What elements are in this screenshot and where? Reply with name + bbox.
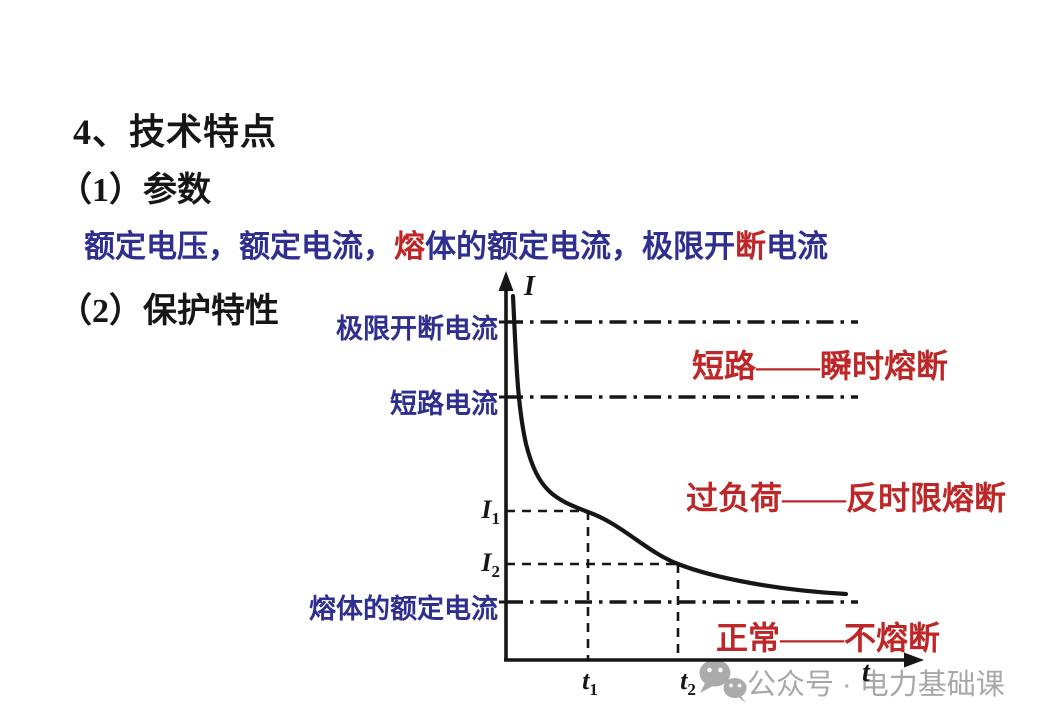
param-segment: 体的额定电流，极限开 bbox=[425, 229, 735, 264]
param-segment-highlight: 断 bbox=[735, 229, 766, 264]
rated-current-label: 熔体的额定电流 bbox=[309, 594, 498, 624]
annotation-short-circuit: 短路——瞬时熔断 bbox=[692, 348, 949, 384]
i2-label: I2 bbox=[481, 548, 500, 582]
limit-breaking-current-label: 极限开断电流 bbox=[336, 314, 498, 344]
watermark-text: 公众号 · 电力基础课 bbox=[747, 669, 1005, 701]
param-segment-highlight: 熔 bbox=[394, 229, 425, 264]
t2-label: t2 bbox=[680, 666, 696, 700]
section-1-heading: （1）参数 bbox=[58, 172, 211, 209]
wechat-icon bbox=[699, 659, 747, 703]
y-axis-label: I bbox=[524, 271, 535, 302]
section-2-heading: （2）保护特性 bbox=[58, 293, 279, 330]
slide-title: 4、技术特点 bbox=[73, 112, 278, 152]
short-circuit-current-label: 短路电流 bbox=[390, 389, 498, 419]
y-axis-arrow-icon bbox=[498, 271, 514, 291]
param-segment: 电流 bbox=[766, 229, 828, 264]
param-segment: 额定电压，额定电流， bbox=[84, 229, 394, 264]
annotation-overload: 过负荷——反时限熔断 bbox=[686, 480, 1007, 516]
annotation-normal: 正常——不熔断 bbox=[716, 620, 941, 656]
x-axis-label: t bbox=[862, 657, 870, 688]
t1-label: t1 bbox=[582, 666, 598, 700]
parameters-line: 额定电压，额定电流，熔体的额定电流，极限开断电流 bbox=[84, 221, 828, 266]
i1-label: I1 bbox=[481, 495, 500, 529]
